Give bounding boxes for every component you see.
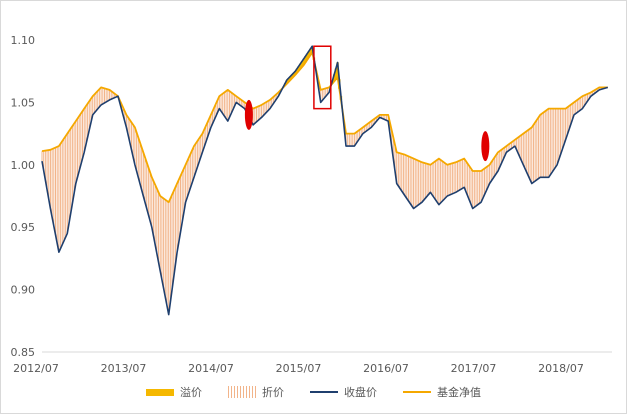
legend-label-close: 收盘价 (344, 386, 377, 399)
premium-discount-bands (41, 46, 607, 315)
legend-label-premium: 溢价 (180, 386, 202, 399)
series-line-close (41, 45, 609, 316)
y-tick-label: 1.05 (11, 96, 36, 109)
legend-item-premium: 溢价 (146, 384, 202, 400)
legend-swatch-nav (403, 391, 431, 393)
annotations (244, 45, 490, 162)
x-tick-label: 2017/07 (451, 362, 497, 375)
legend-swatch-close (310, 391, 338, 393)
y-tick-label: 1.10 (11, 34, 36, 47)
legend-item-discount: 折价 (228, 384, 284, 400)
y-tick-label: 1.00 (11, 159, 36, 172)
x-tick-label: 2018/07 (538, 362, 584, 375)
annotation-ellipse (481, 131, 490, 162)
x-tick-label: 2014/07 (188, 362, 234, 375)
annotation-ellipse (244, 99, 253, 130)
legend: 溢价 折价 收盘价 基金净值 (0, 382, 627, 402)
x-tick-label: 2012/07 (13, 362, 59, 375)
x-tick-label: 2016/07 (363, 362, 409, 375)
legend-swatch-premium (146, 388, 174, 396)
series-lines (41, 45, 609, 316)
x-tick-label: 2015/07 (276, 362, 322, 375)
legend-item-close: 收盘价 (310, 384, 377, 400)
y-axis-ticks: 0.85 0.90 0.95 1.00 1.05 1.10 (11, 34, 36, 359)
y-tick-label: 0.85 (11, 346, 36, 359)
legend-item-nav: 基金净值 (403, 384, 481, 400)
legend-label-nav: 基金净值 (437, 386, 481, 399)
annotation-rectangle (313, 45, 332, 110)
legend-swatch-discount (228, 386, 256, 398)
x-axis-ticks: 2012/07 2013/07 2014/07 2015/07 2016/07 2017/… (13, 362, 584, 375)
y-tick-label: 0.90 (11, 284, 36, 297)
x-tick-label: 2013/07 (101, 362, 147, 375)
legend-label-discount: 折价 (262, 386, 284, 399)
series-line-nav (41, 51, 608, 204)
y-tick-label: 0.95 (11, 221, 36, 234)
